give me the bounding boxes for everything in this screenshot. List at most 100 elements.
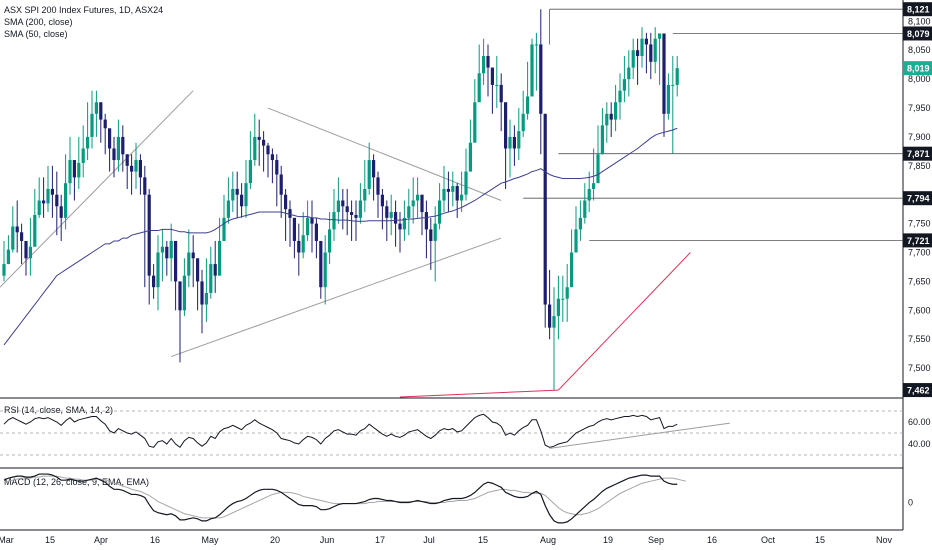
- candle-body: [609, 113, 613, 120]
- candle: [248, 131, 252, 189]
- candle: [72, 160, 76, 201]
- candle: [627, 50, 631, 97]
- candle: [358, 183, 362, 224]
- candle-body: [587, 188, 591, 201]
- candle: [37, 177, 41, 218]
- trendline-ascending: [171, 237, 502, 358]
- candle: [539, 9, 543, 155]
- candle-body: [376, 177, 380, 195]
- candle-body: [442, 188, 446, 201]
- candle-body: [556, 298, 560, 317]
- candle-body: [627, 67, 631, 80]
- candle-body: [671, 84, 675, 86]
- candle: [204, 258, 208, 322]
- level-tag-label: 8,019: [907, 64, 930, 74]
- candle: [429, 217, 433, 270]
- candle: [398, 212, 402, 253]
- candle: [42, 177, 46, 218]
- candle-body: [248, 160, 252, 184]
- candle: [631, 38, 635, 80]
- candle-body: [301, 235, 305, 253]
- candle-body: [103, 119, 107, 129]
- candle-body: [191, 252, 195, 259]
- price-tick-label: 8,050: [908, 45, 931, 55]
- level-tag-label: 7,871: [907, 149, 930, 159]
- candle: [587, 171, 591, 213]
- candle: [55, 171, 59, 236]
- price-tick-label: 7,950: [908, 103, 931, 113]
- candle: [328, 212, 332, 265]
- candle: [671, 56, 675, 154]
- candle-body: [407, 206, 411, 218]
- candle: [235, 171, 239, 218]
- sma200-line: [558, 252, 691, 391]
- candle-body: [416, 194, 420, 201]
- candle-body: [530, 44, 534, 97]
- candle-body: [121, 136, 125, 155]
- candle-body: [464, 171, 468, 195]
- candle-body: [653, 38, 657, 62]
- candle-body: [345, 206, 349, 213]
- candle-body: [385, 206, 389, 218]
- candle-body: [578, 217, 582, 230]
- time-tick-label: May: [201, 535, 219, 545]
- legend-sma50: SMA (50, close): [4, 29, 68, 39]
- candle: [160, 229, 164, 282]
- candle-body: [64, 183, 68, 218]
- candle: [306, 200, 310, 241]
- candle-body: [363, 188, 367, 201]
- candle-body: [350, 212, 354, 215]
- candle-body: [33, 214, 37, 247]
- candle: [323, 235, 327, 305]
- candle: [143, 165, 147, 288]
- candle: [169, 223, 173, 282]
- candle: [570, 229, 574, 288]
- candle-body: [424, 212, 428, 230]
- rsi-tick-label: 40.00: [908, 439, 931, 449]
- candle-body: [2, 264, 6, 276]
- candle: [530, 38, 534, 97]
- time-tick-label: 19: [603, 535, 613, 545]
- candle: [556, 275, 560, 340]
- candle: [583, 183, 587, 224]
- level-tag-label: 8,121: [907, 5, 930, 15]
- candle: [411, 177, 415, 224]
- candle-body: [72, 160, 76, 178]
- candle: [99, 102, 103, 143]
- candle-body: [24, 240, 28, 259]
- candle: [244, 160, 248, 218]
- level-tag: [903, 233, 932, 248]
- price-tick-label: 7,500: [908, 363, 931, 373]
- candle-body: [292, 217, 296, 241]
- candle: [314, 217, 318, 259]
- candle-body: [570, 252, 574, 288]
- candle-body: [226, 200, 230, 218]
- candle: [376, 171, 380, 218]
- candle-body: [658, 33, 662, 39]
- candle: [675, 56, 679, 97]
- candle-body: [160, 246, 164, 253]
- candle-body: [143, 177, 147, 195]
- candle-body: [37, 200, 41, 215]
- candle: [389, 194, 393, 236]
- candle-body: [477, 73, 481, 103]
- candle: [477, 44, 481, 103]
- candle: [240, 183, 244, 218]
- time-tick-label: Jul: [423, 535, 435, 545]
- candle-body: [77, 162, 81, 178]
- candle: [218, 217, 222, 276]
- candle-body: [460, 194, 464, 201]
- candle-body: [108, 128, 112, 149]
- level-tag: [903, 383, 932, 398]
- candle: [424, 200, 428, 259]
- candle: [15, 200, 19, 253]
- candle: [116, 119, 120, 172]
- candle: [310, 200, 314, 253]
- candle: [90, 90, 94, 149]
- candle: [622, 56, 626, 103]
- candle: [592, 148, 596, 201]
- candle: [103, 113, 107, 155]
- candle: [508, 119, 512, 178]
- candle: [402, 200, 406, 241]
